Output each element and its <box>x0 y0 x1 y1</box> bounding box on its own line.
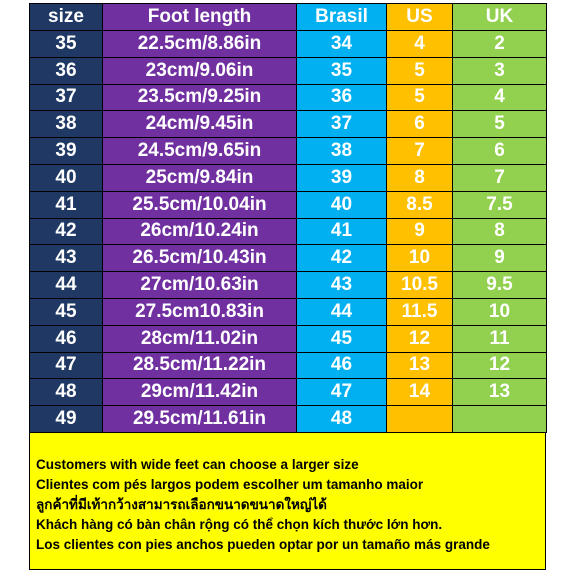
table-cell: 26cm/10.24in <box>102 217 297 246</box>
header-cell: UK <box>452 3 547 31</box>
empty-cell <box>386 405 453 433</box>
table-cell: 6 <box>452 137 547 165</box>
table-cell: 12 <box>452 351 547 380</box>
table-cell: 26.5cm/10.43in <box>102 244 297 273</box>
table-cell: 39 <box>29 137 103 165</box>
table-cell: 46 <box>29 324 103 353</box>
notes-box: Customers with wide feet can choose a la… <box>29 432 546 570</box>
table-cell: 5 <box>386 83 453 112</box>
table-cell: 25.5cm/10.04in <box>102 190 297 219</box>
table-cell: 2 <box>452 30 547 58</box>
table-cell: 3 <box>452 56 547 85</box>
table-cell: 44 <box>296 298 387 326</box>
table-cell: 10 <box>452 298 547 326</box>
table-cell: 11 <box>452 324 547 353</box>
table-cell: 6 <box>386 110 453 139</box>
note-line: Los clientes con pies anchos pueden opta… <box>36 537 490 552</box>
table-cell: 11.5 <box>386 298 453 326</box>
table-cell: 47 <box>296 378 387 407</box>
table-cell: 38 <box>29 110 103 139</box>
table-cell: 48 <box>296 405 387 433</box>
header-cell: Brasil <box>296 3 387 31</box>
table-cell: 35 <box>296 56 387 85</box>
table-cell: 29.5cm/11.61in <box>102 405 297 433</box>
table-cell: 27.5cm10.83in <box>102 298 297 326</box>
table-cell: 38 <box>296 137 387 165</box>
table-cell: 9 <box>452 244 547 273</box>
table-cell: 47 <box>29 351 103 380</box>
table-cell: 4 <box>452 83 547 112</box>
table-cell: 37 <box>296 110 387 139</box>
table-cell: 8 <box>452 217 547 246</box>
table-cell: 24.5cm/9.65in <box>102 137 297 165</box>
table-cell: 36 <box>29 56 103 85</box>
table-cell: 39 <box>296 164 387 192</box>
table-cell: 8 <box>386 164 453 192</box>
table-cell: 4 <box>386 30 453 58</box>
table-cell: 13 <box>452 378 547 407</box>
table-cell: 41 <box>296 217 387 246</box>
header-cell: Foot length <box>102 3 297 31</box>
note-line: Khách hàng có bàn chân rộng có thể chọn … <box>36 517 443 532</box>
table-cell: 27cm/10.63in <box>102 271 297 299</box>
table-cell: 10 <box>386 244 453 273</box>
table-cell: 28.5cm/11.22in <box>102 351 297 380</box>
table-cell: 46 <box>296 351 387 380</box>
table-cell: 40 <box>29 164 103 192</box>
note-line: ลูกค้าที่มีเท้ากว้างสามารถเลือกขนาดขนาดใ… <box>36 497 327 512</box>
note-line: Customers with wide feet can choose a la… <box>36 457 359 472</box>
table-cell: 37 <box>29 83 103 112</box>
table-cell: 10.5 <box>386 271 453 299</box>
table-cell: 49 <box>29 405 103 433</box>
table-cell: 25cm/9.84in <box>102 164 297 192</box>
table-cell: 24cm/9.45in <box>102 110 297 139</box>
table-cell: 41 <box>29 190 103 219</box>
empty-cell <box>452 405 547 433</box>
table-cell: 7 <box>452 164 547 192</box>
table-cell: 34 <box>296 30 387 58</box>
table-cell: 35 <box>29 30 103 58</box>
table-cell: 42 <box>296 244 387 273</box>
table-cell: 9.5 <box>452 271 547 299</box>
table-cell: 5 <box>452 110 547 139</box>
table-cell: 5 <box>386 56 453 85</box>
note-line: Clientes com pés largos podem escolher u… <box>36 477 424 492</box>
table-cell: 48 <box>29 378 103 407</box>
table-cell: 45 <box>29 298 103 326</box>
table-cell: 13 <box>386 351 453 380</box>
table-cell: 7.5 <box>452 190 547 219</box>
table-cell: 22.5cm/8.86in <box>102 30 297 58</box>
header-cell: size <box>29 3 103 31</box>
table-cell: 45 <box>296 324 387 353</box>
header-cell: US <box>386 3 453 31</box>
table-cell: 14 <box>386 378 453 407</box>
table-cell: 23.5cm/9.25in <box>102 83 297 112</box>
table-cell: 44 <box>29 271 103 299</box>
table-cell: 7 <box>386 137 453 165</box>
table-cell: 8.5 <box>386 190 453 219</box>
table-cell: 40 <box>296 190 387 219</box>
table-cell: 12 <box>386 324 453 353</box>
table-cell: 28cm/11.02in <box>102 324 297 353</box>
table-cell: 23cm/9.06in <box>102 56 297 85</box>
table-cell: 9 <box>386 217 453 246</box>
table-cell: 43 <box>29 244 103 273</box>
table-cell: 43 <box>296 271 387 299</box>
table-cell: 42 <box>29 217 103 246</box>
table-cell: 36 <box>296 83 387 112</box>
table-cell: 29cm/11.42in <box>102 378 297 407</box>
